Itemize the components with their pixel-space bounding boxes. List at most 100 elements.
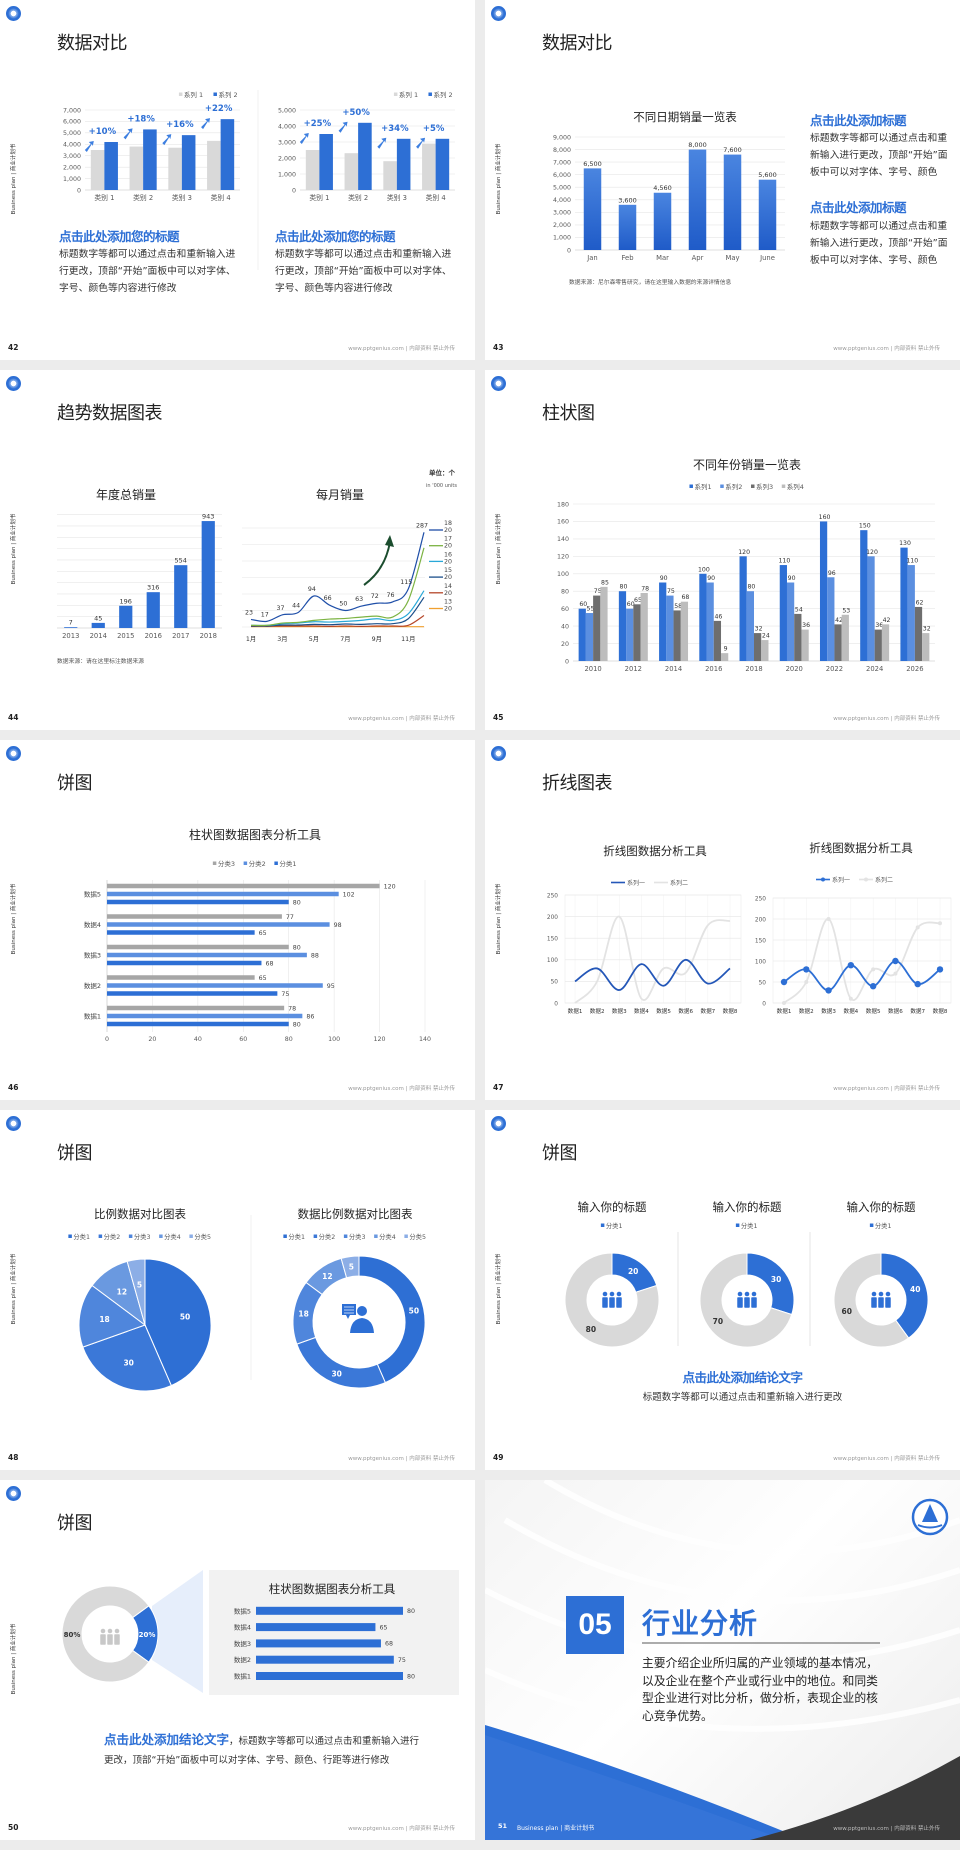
data-point	[892, 957, 899, 965]
pie-slice	[82, 1324, 172, 1392]
data-point	[848, 996, 853, 1001]
data-label: 80	[293, 944, 301, 951]
side-label: Business plan | 商业计划书	[11, 143, 17, 215]
data-label: 50	[409, 1307, 419, 1316]
bar	[827, 577, 835, 661]
slide-42[interactable]: 数据对比 点击此处添加您的标题 标题数字等都可以通过点击和重新输入进行更改，顶部…	[0, 0, 475, 360]
growth-arrow-icon	[123, 128, 133, 140]
slide-45[interactable]: 柱状图 0 20 40 60 80 100 120 140 160 180 2010 60 55 75 85…	[485, 370, 960, 730]
legend-swatch	[283, 1234, 287, 1238]
legend-swatch	[128, 1234, 133, 1238]
bar	[435, 138, 450, 190]
growth-arrow-icon	[416, 137, 426, 149]
data-label: 68	[681, 594, 689, 601]
data-label: 65	[259, 930, 267, 937]
x-tick-label: 类别 4	[211, 193, 231, 202]
person-head	[609, 1291, 615, 1297]
y-tick-label: 2,000	[63, 164, 81, 171]
data-label: 5,600	[758, 171, 777, 179]
growth-label: +10%	[89, 127, 117, 137]
x-tick-label: 40	[194, 1036, 202, 1043]
speech-bubble	[342, 1304, 356, 1315]
footer-text: www.pptgenius.com | 内部资料 禁止外传	[833, 1826, 940, 1832]
person-body	[615, 1296, 623, 1309]
footer-label: Business plan | 商业计划书	[517, 1825, 595, 1832]
legend-marker	[864, 877, 868, 882]
bar	[754, 633, 762, 661]
bar	[107, 1013, 303, 1019]
slide-43[interactable]: 数据对比 点击此处添加标题 标题数字等都可以通过点击和重新输入进行更改，顶部“开…	[485, 0, 960, 360]
growth-label: +34%	[381, 124, 409, 134]
page-number: 51	[498, 1822, 508, 1830]
person-head	[737, 1291, 743, 1297]
page-number: 42	[8, 343, 19, 352]
y-tick-label: 5,000	[278, 107, 296, 114]
person-body	[743, 1296, 751, 1309]
data-label: 943	[202, 513, 214, 521]
data-point	[780, 978, 788, 986]
y-tick-label: 数据5	[234, 1606, 251, 1615]
legend-label: 14	[444, 583, 452, 590]
legend-swatch	[720, 484, 724, 488]
bar	[723, 154, 742, 250]
people-group-icon	[736, 1291, 758, 1309]
legend-label: 系列二	[875, 876, 893, 884]
bar	[107, 960, 262, 966]
bar	[659, 582, 667, 661]
y-tick-label: 180	[557, 501, 569, 508]
bar	[578, 608, 586, 661]
trend-arrow-head-icon	[385, 535, 394, 547]
data-label: 95	[327, 983, 335, 990]
slide-48[interactable]: 饼图 50 30 18 12 5 比例数据对比图表 分类1 分类2 分类3 分类4 分类5 50 30 1…	[0, 1110, 475, 1470]
legend-label: 分类1	[606, 1221, 623, 1230]
data-label: 86	[306, 1013, 314, 1020]
bar	[256, 1672, 403, 1680]
slide-title: 数据对比	[57, 33, 128, 54]
slide-50[interactable]: 饼图 点击此处添加结论文字，标题数字等都可以通过点击和重新输入进行更改，顶部“开…	[0, 1480, 475, 1840]
data-label: 4,560	[653, 184, 672, 192]
data-label: 58	[674, 603, 682, 610]
data-label: 32	[755, 626, 763, 633]
slide-44[interactable]: 趋势数据图表 数据来源：请在这里标注数据来源 2013 7 2014 45 2015 19…	[0, 370, 475, 730]
bar	[107, 922, 330, 927]
data-label: 12	[322, 1272, 332, 1281]
y-tick-label: 4,000	[278, 123, 296, 130]
data-label: 62	[916, 599, 924, 606]
chart-layer: 0 1,000 2,000 3,000 4,000 5,000 6,000 7,000 8,00…	[553, 110, 785, 262]
bar	[721, 653, 729, 661]
slide-46[interactable]: 饼图 0 20 40 60 80 100 120 140 数据1 78 86 80 数据2 65 95 75 数…	[0, 740, 475, 1100]
footer-text: www.pptgenius.com | 内部资料 禁止外传	[348, 346, 455, 352]
data-label: 12	[117, 1287, 127, 1296]
y-tick-label: 数据3	[84, 951, 101, 960]
logo-icon	[491, 6, 506, 21]
bar	[119, 605, 133, 628]
person-body	[608, 1296, 616, 1309]
legend-swatch	[869, 1223, 874, 1227]
x-tick-label: 数据1	[777, 1007, 792, 1015]
legend-label: 分类4	[164, 1232, 181, 1241]
x-tick-label: Apr	[692, 254, 704, 262]
x-tick-label: 7月	[340, 635, 350, 643]
footer-text: www.pptgenius.com | 内部资料 禁止外传	[348, 716, 455, 722]
legend-label: 20	[444, 590, 452, 597]
slide-51[interactable]: 05 行业分析 主要介绍企业所归属的产业领域的基本情况，以及企业在整个产业或行业…	[485, 1480, 960, 1840]
legend-label: 20	[444, 543, 452, 550]
data-label: 36	[875, 622, 883, 629]
block-heading: 点击此处添加标题	[810, 200, 907, 215]
data-point	[869, 983, 877, 990]
x-tick-label: 2015	[117, 632, 134, 640]
chart-title: 比例数据对比图表	[94, 1207, 186, 1221]
y-tick-label: 数据2	[84, 981, 101, 990]
x-tick-label: 80	[285, 1036, 293, 1043]
block-heading: 点击此处添加您的标题	[275, 229, 396, 244]
section-number: 05	[566, 1596, 624, 1654]
x-tick-label: 2020	[786, 665, 803, 673]
x-tick-label: 2013	[62, 632, 79, 640]
data-label: 88	[311, 952, 319, 959]
slide-49[interactable]: 饼图 点击此处添加结论文字 标题数字等都可以通过点击和重新输入进行更改 20 80…	[485, 1110, 960, 1470]
legend-label: 系列 2	[218, 90, 237, 99]
block-body: 标题数字等都可以通过点击和重新输入进行更改，顶部“开始”面板中可以对字体、字号、…	[810, 221, 948, 266]
slide-47[interactable]: 折线图表 0 50 100 150 200 250 数据1 数据2 数据3 数据4 数据5 数据6 数据…	[485, 740, 960, 1100]
data-label: 554	[175, 557, 187, 565]
bar	[107, 991, 278, 996]
